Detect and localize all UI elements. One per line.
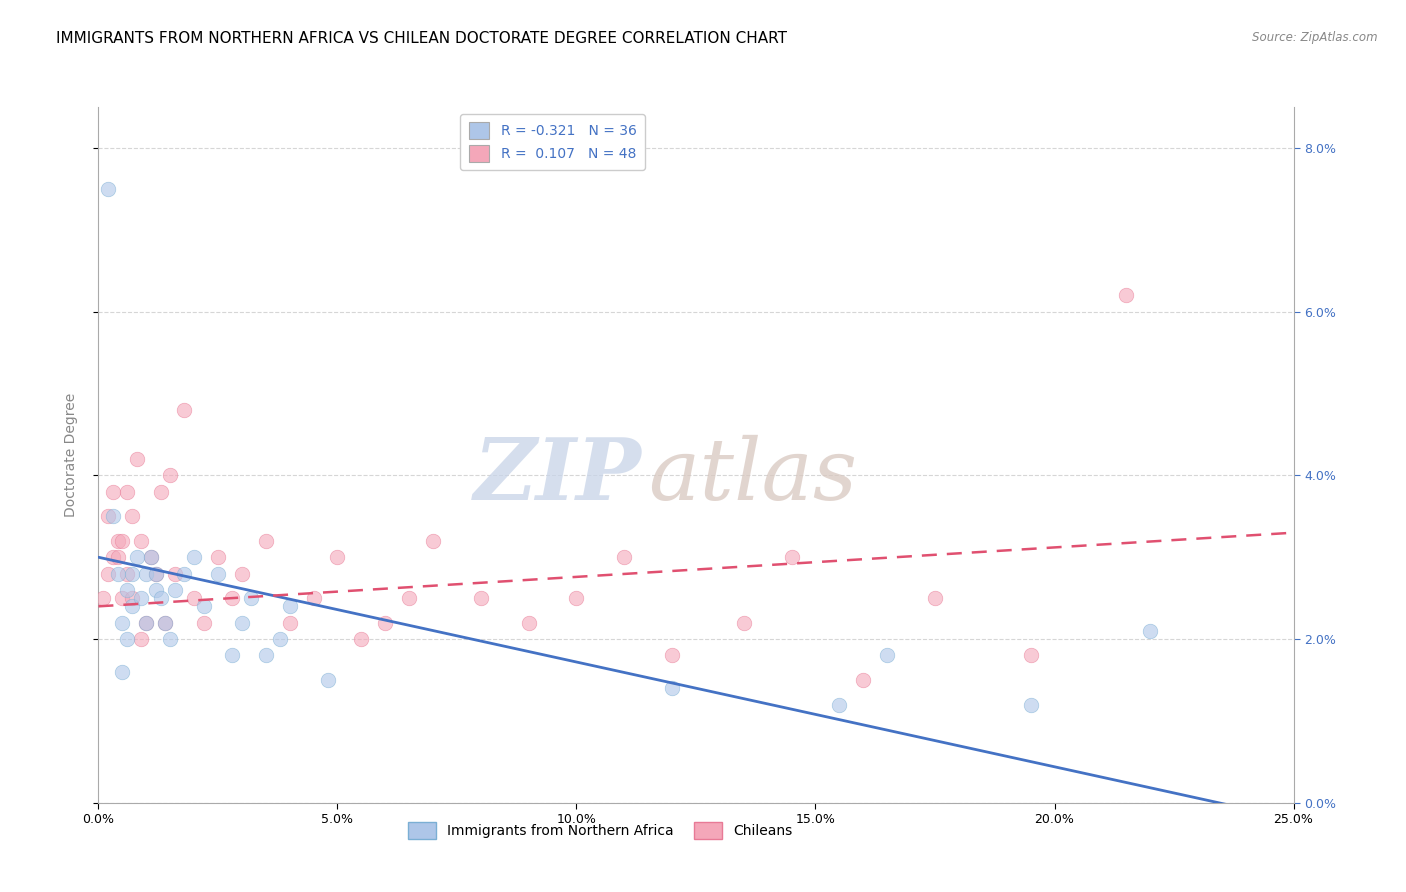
Point — [97, 182, 120, 196]
Y-axis label: Doctorate Degree: Doctorate Degree — [63, 392, 77, 517]
Point — [91, 591, 114, 606]
Point — [240, 591, 263, 606]
Point — [149, 484, 172, 499]
Point — [661, 681, 683, 696]
Point — [470, 591, 492, 606]
Point — [155, 615, 177, 630]
Point — [135, 615, 157, 630]
Text: atlas: atlas — [648, 434, 858, 517]
Point — [422, 533, 444, 548]
Point — [1019, 648, 1042, 663]
Point — [131, 591, 153, 606]
Point — [613, 550, 636, 565]
Point — [101, 484, 124, 499]
Point — [661, 648, 683, 663]
Point — [269, 632, 291, 646]
Point — [207, 566, 229, 581]
Point — [1139, 624, 1161, 638]
Point — [1019, 698, 1042, 712]
Point — [278, 615, 301, 630]
Point — [231, 566, 253, 581]
Point — [350, 632, 373, 646]
Point — [254, 533, 277, 548]
Point — [183, 550, 205, 565]
Point — [149, 591, 172, 606]
Point — [131, 632, 153, 646]
Point — [193, 615, 215, 630]
Point — [924, 591, 946, 606]
Point — [145, 566, 167, 581]
Point — [155, 615, 177, 630]
Point — [398, 591, 420, 606]
Point — [159, 632, 181, 646]
Point — [121, 591, 143, 606]
Point — [565, 591, 588, 606]
Point — [173, 403, 195, 417]
Point — [121, 599, 143, 614]
Point — [163, 582, 186, 597]
Point — [254, 648, 277, 663]
Point — [302, 591, 325, 606]
Point — [107, 566, 129, 581]
Point — [183, 591, 205, 606]
Point — [121, 566, 143, 581]
Point — [828, 698, 851, 712]
Point — [107, 533, 129, 548]
Point — [121, 509, 143, 524]
Point — [173, 566, 195, 581]
Point — [221, 591, 243, 606]
Point — [326, 550, 349, 565]
Text: ZIP: ZIP — [474, 434, 643, 517]
Point — [135, 566, 157, 581]
Point — [115, 632, 138, 646]
Point — [733, 615, 755, 630]
Point — [107, 550, 129, 565]
Point — [163, 566, 186, 581]
Point — [125, 452, 148, 467]
Point — [115, 566, 138, 581]
Point — [139, 550, 162, 565]
Point — [517, 615, 540, 630]
Point — [101, 550, 124, 565]
Point — [876, 648, 898, 663]
Point — [97, 566, 120, 581]
Point — [374, 615, 396, 630]
Point — [145, 566, 167, 581]
Point — [207, 550, 229, 565]
Point — [115, 582, 138, 597]
Point — [111, 615, 134, 630]
Point — [231, 615, 253, 630]
Point — [316, 673, 339, 687]
Point — [221, 648, 243, 663]
Point — [111, 665, 134, 679]
Point — [278, 599, 301, 614]
Text: IMMIGRANTS FROM NORTHERN AFRICA VS CHILEAN DOCTORATE DEGREE CORRELATION CHART: IMMIGRANTS FROM NORTHERN AFRICA VS CHILE… — [56, 31, 787, 46]
Point — [159, 468, 181, 483]
Point — [111, 533, 134, 548]
Point — [111, 591, 134, 606]
Point — [125, 550, 148, 565]
Text: Source: ZipAtlas.com: Source: ZipAtlas.com — [1253, 31, 1378, 45]
Point — [101, 509, 124, 524]
Point — [115, 484, 138, 499]
Point — [145, 582, 167, 597]
Point — [139, 550, 162, 565]
Point — [97, 509, 120, 524]
Point — [780, 550, 803, 565]
Point — [135, 615, 157, 630]
Point — [1115, 288, 1137, 302]
Legend: Immigrants from Northern Africa, Chileans: Immigrants from Northern Africa, Chilean… — [402, 816, 799, 845]
Point — [193, 599, 215, 614]
Point — [852, 673, 875, 687]
Point — [131, 533, 153, 548]
